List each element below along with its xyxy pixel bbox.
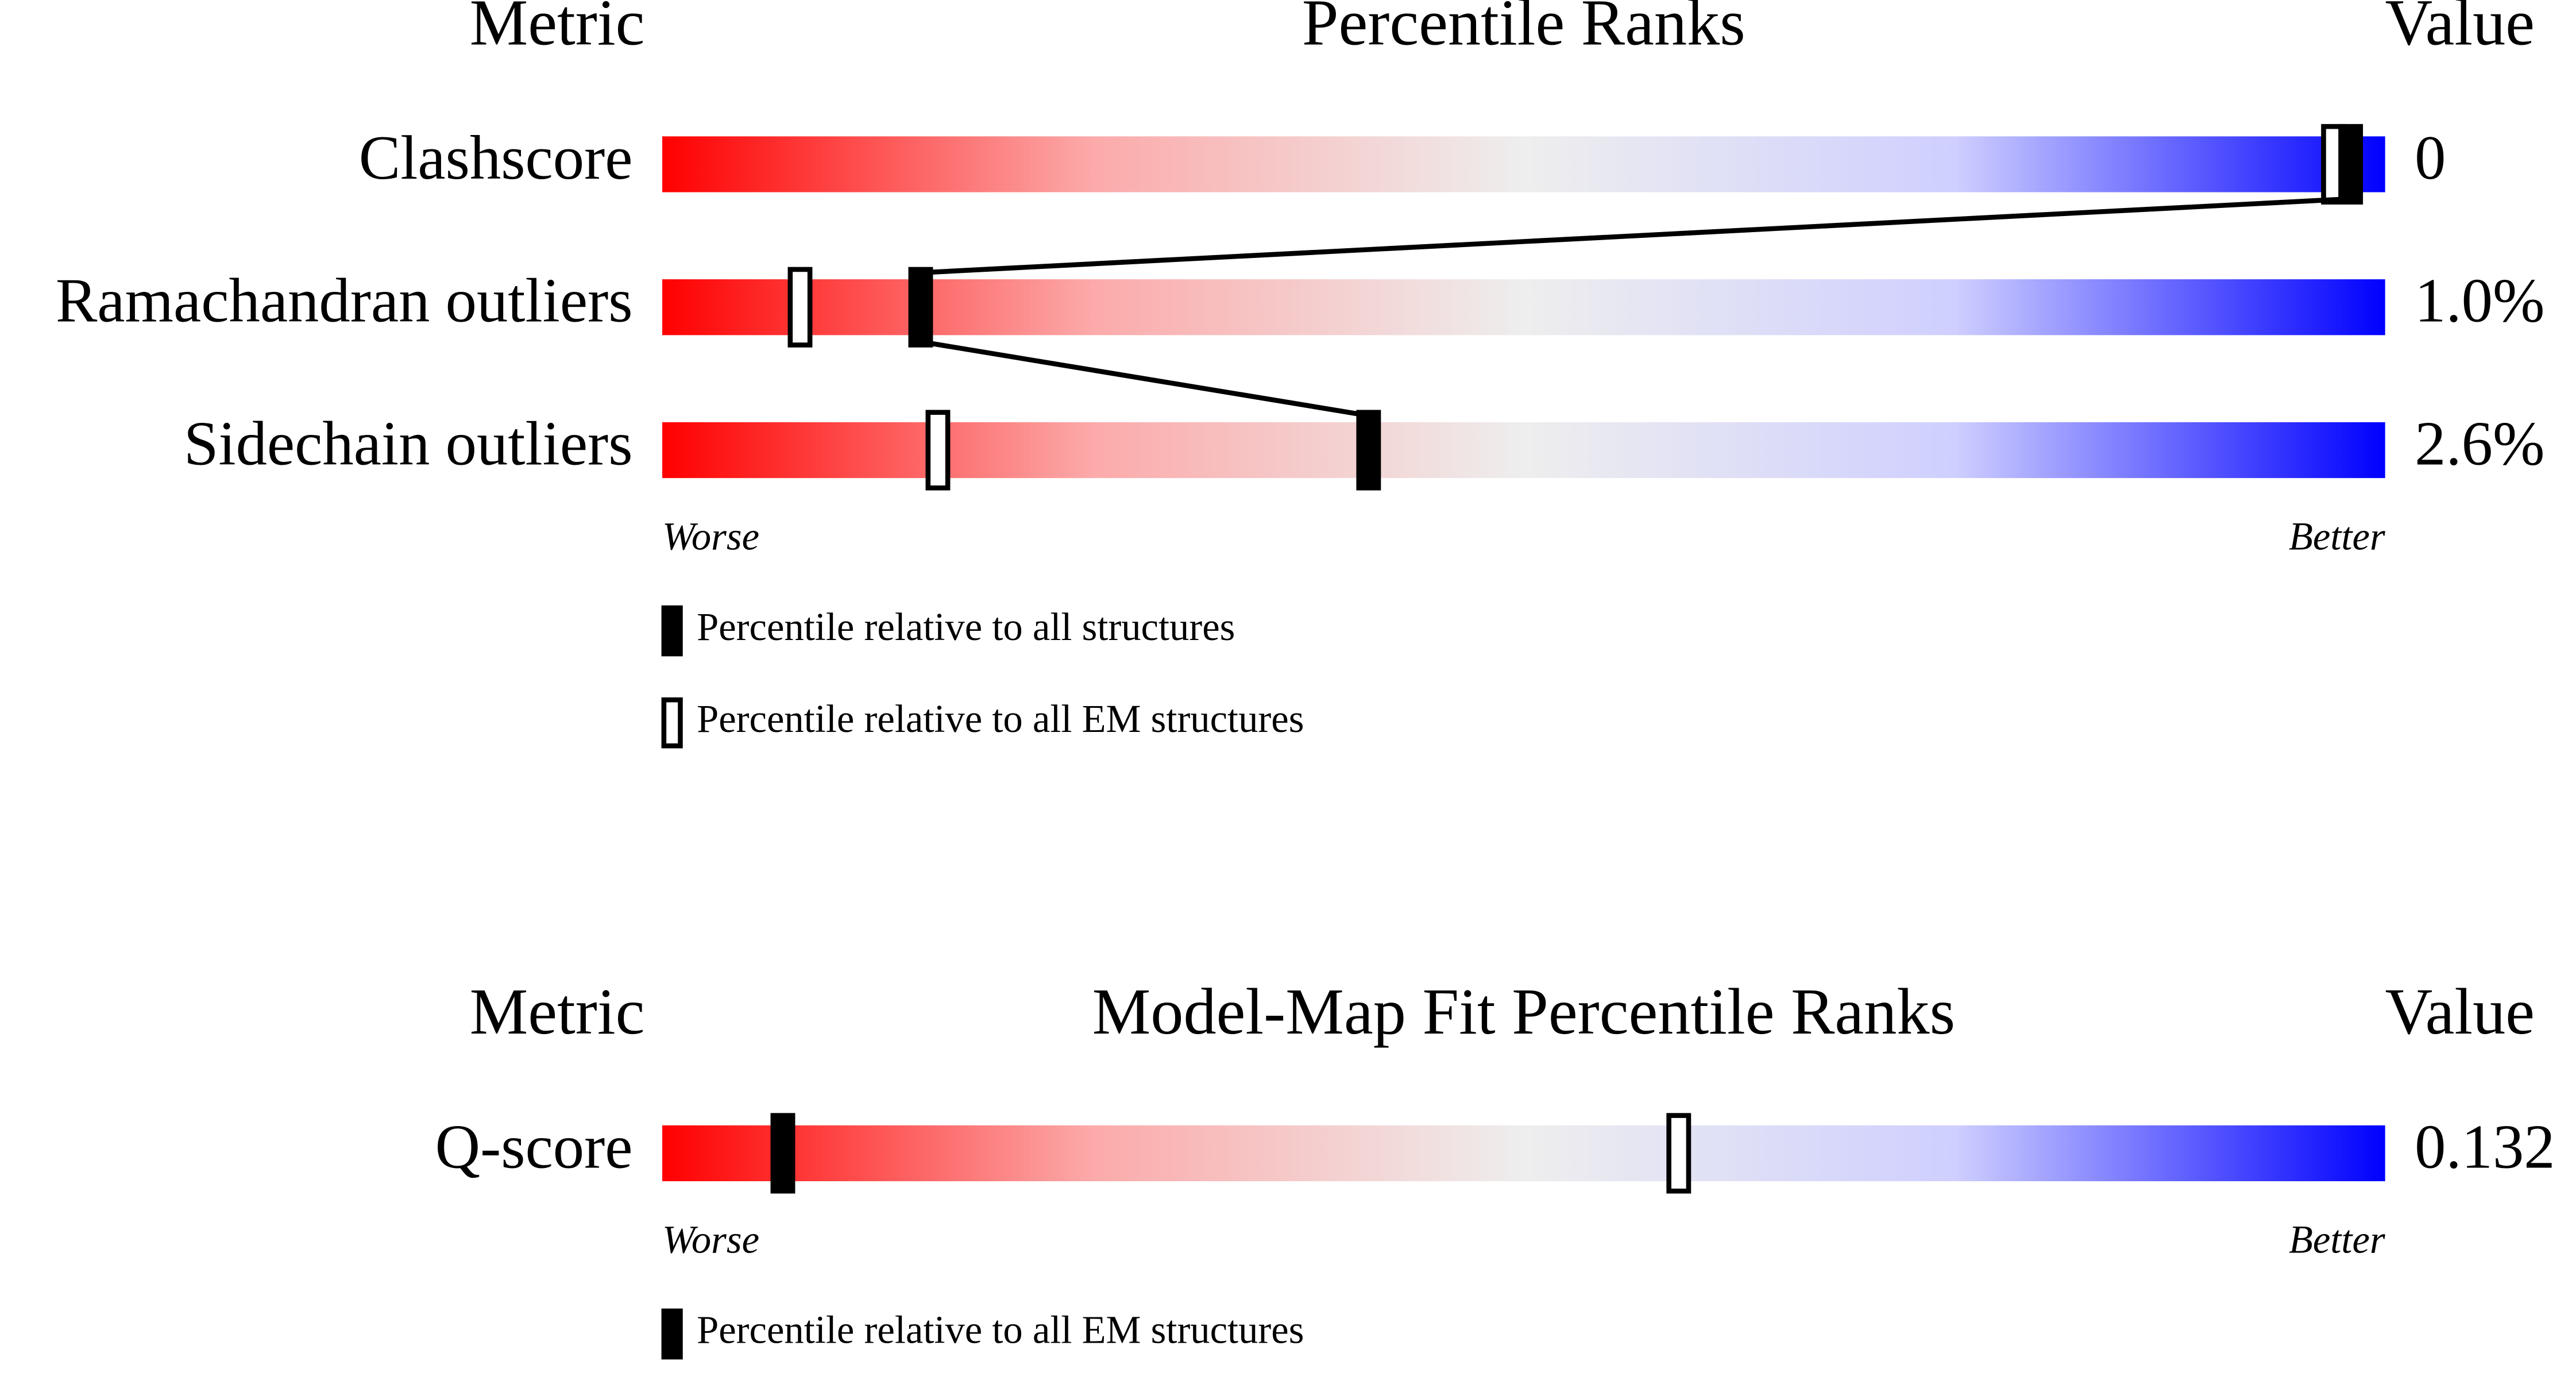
worse-label: Worse <box>662 515 759 558</box>
value-header: Value <box>2385 975 2535 1048</box>
filled-marker <box>1356 410 1381 491</box>
filled-marker <box>908 267 933 348</box>
better-label: Better <box>2289 515 2385 558</box>
filled-marker <box>770 1113 795 1194</box>
percentile-bar <box>662 279 2385 336</box>
percentile-bar <box>662 136 2385 192</box>
percentile-bar <box>662 1125 2385 1181</box>
value-header: Value <box>2385 0 2535 59</box>
better-label: Better <box>2289 1217 2385 1261</box>
metric-value: 0.132 <box>2415 1112 2555 1181</box>
connector <box>920 339 1369 418</box>
metric-label: Q-score <box>435 1112 633 1181</box>
percentile-bar <box>662 422 2385 479</box>
open-marker <box>925 410 951 491</box>
open-marker <box>787 267 813 348</box>
legend-marker <box>661 697 683 749</box>
legend-label: Percentile relative to all EM structures <box>697 697 1304 741</box>
legend-marker <box>661 605 683 657</box>
filled-marker <box>2338 124 2363 205</box>
open-marker <box>1666 1113 1691 1194</box>
metric-label: Sidechain outliers <box>184 408 633 478</box>
metric-value: 0 <box>2415 123 2446 192</box>
metric-label: Ramachandran outliers <box>56 266 633 336</box>
legend-label: Percentile relative to all structures <box>697 605 1235 649</box>
panel-title: Model-Map Fit Percentile Ranks <box>1092 975 1956 1048</box>
metric-value: 2.6% <box>2415 408 2544 478</box>
metric-header: Metric <box>470 975 645 1048</box>
connector <box>920 196 2351 275</box>
metric-value: 1.0% <box>2415 266 2544 336</box>
legend-marker <box>661 1308 683 1360</box>
panel-title: Percentile Ranks <box>1302 0 1745 59</box>
metric-label: Clashscore <box>359 123 633 192</box>
legend-label: Percentile relative to all EM structures <box>697 1308 1304 1352</box>
worse-label: Worse <box>662 1217 759 1261</box>
metric-header: Metric <box>470 0 645 59</box>
